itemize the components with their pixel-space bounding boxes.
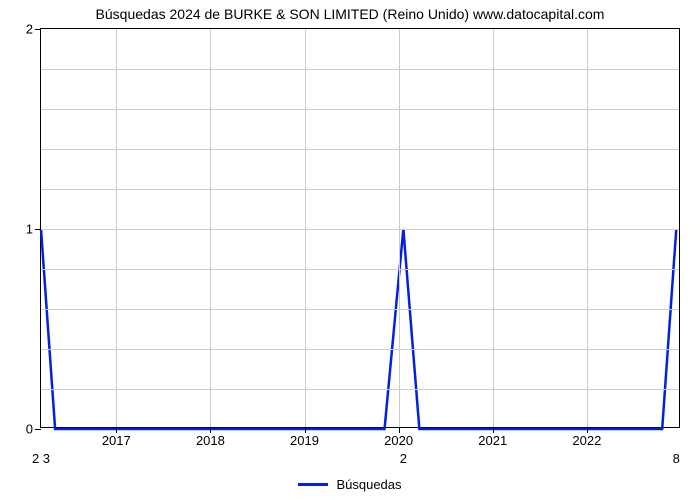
gridline-horizontal-minor bbox=[41, 349, 679, 350]
x-tick-label: 2021 bbox=[478, 433, 507, 448]
x-tick-mark bbox=[399, 427, 400, 433]
legend: Búsquedas bbox=[0, 477, 700, 492]
plot-area: 0122017201820192020202120222 328 bbox=[40, 28, 680, 428]
y-tick-mark bbox=[35, 429, 41, 430]
x-tick-mark bbox=[305, 427, 306, 433]
gridline-horizontal-minor bbox=[41, 69, 679, 70]
gridline-horizontal-minor bbox=[41, 149, 679, 150]
x-secondary-label: 2 3 bbox=[32, 451, 50, 466]
gridline-vertical bbox=[399, 29, 400, 427]
gridline-horizontal-minor bbox=[41, 189, 679, 190]
y-tick-mark bbox=[35, 29, 41, 30]
gridline-horizontal-minor bbox=[41, 269, 679, 270]
x-tick-label: 2018 bbox=[196, 433, 225, 448]
x-tick-label: 2022 bbox=[572, 433, 601, 448]
x-tick-mark bbox=[587, 427, 588, 433]
gridline-vertical bbox=[587, 29, 588, 427]
series-line bbox=[41, 229, 676, 429]
x-tick-label: 2020 bbox=[384, 433, 413, 448]
legend-label: Búsquedas bbox=[336, 477, 401, 492]
gridline-horizontal-minor bbox=[41, 109, 679, 110]
y-tick-label: 2 bbox=[26, 22, 33, 37]
chart-title: Búsquedas 2024 de BURKE & SON LIMITED (R… bbox=[0, 6, 700, 22]
gridline-horizontal-minor bbox=[41, 389, 679, 390]
gridline-horizontal bbox=[41, 229, 679, 230]
x-tick-mark bbox=[116, 427, 117, 433]
gridline-vertical bbox=[210, 29, 211, 427]
gridline-horizontal-minor bbox=[41, 309, 679, 310]
y-tick-label: 1 bbox=[26, 222, 33, 237]
x-tick-label: 2017 bbox=[102, 433, 131, 448]
gridline-vertical bbox=[116, 29, 117, 427]
chart-container: Búsquedas 2024 de BURKE & SON LIMITED (R… bbox=[0, 0, 700, 500]
x-tick-mark bbox=[493, 427, 494, 433]
gridline-vertical bbox=[493, 29, 494, 427]
legend-swatch bbox=[298, 483, 328, 486]
x-tick-mark bbox=[210, 427, 211, 433]
gridline-vertical bbox=[305, 29, 306, 427]
x-secondary-label: 2 bbox=[400, 451, 407, 466]
x-tick-label: 2019 bbox=[290, 433, 319, 448]
y-tick-label: 0 bbox=[26, 422, 33, 437]
x-secondary-label: 8 bbox=[673, 451, 680, 466]
